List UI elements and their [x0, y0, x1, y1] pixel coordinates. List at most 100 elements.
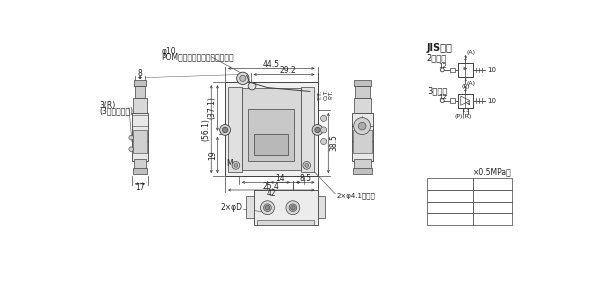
Bar: [246, 196, 254, 218]
Text: 29.2: 29.2: [280, 66, 296, 75]
Text: 3(R): 3(R): [100, 101, 116, 110]
Text: (A): (A): [466, 81, 475, 86]
Circle shape: [236, 72, 249, 85]
Text: 8.5: 8.5: [299, 174, 311, 183]
Circle shape: [290, 206, 295, 210]
Text: 25.4: 25.4: [263, 182, 280, 191]
Bar: [248, 109, 295, 161]
Bar: [242, 88, 301, 170]
Text: 10N: 10N: [484, 180, 501, 189]
Bar: [473, 213, 512, 225]
Circle shape: [260, 201, 274, 214]
Text: 1: 1: [461, 108, 465, 113]
Circle shape: [358, 122, 366, 130]
Text: JIS記号: JIS記号: [427, 43, 453, 52]
Text: 44.5: 44.5: [263, 60, 280, 69]
Circle shape: [223, 127, 228, 133]
Text: 10: 10: [487, 67, 496, 73]
Text: M₁: M₁: [226, 159, 236, 168]
Bar: [450, 98, 455, 103]
Text: φ10: φ10: [161, 47, 176, 56]
Text: ×0.5MPa時: ×0.5MPa時: [473, 168, 512, 177]
Bar: [353, 130, 372, 153]
Text: P.T.: P.T.: [443, 191, 457, 200]
Bar: [317, 196, 325, 218]
Bar: [228, 87, 242, 172]
Text: 10: 10: [487, 98, 496, 104]
Text: F.O.F.×: F.O.F.×: [436, 180, 464, 189]
Bar: [301, 87, 314, 172]
Text: 2: 2: [464, 56, 467, 61]
Text: (56.1): (56.1): [202, 118, 211, 141]
Circle shape: [220, 124, 230, 135]
Text: T.T.: T.T.: [443, 214, 457, 224]
Bar: [473, 202, 512, 213]
Text: (3ポートのみ): (3ポートのみ): [100, 106, 134, 115]
Text: POMローラまたは硬化鉰ローラ: POMローラまたは硬化鉰ローラ: [161, 52, 234, 61]
Bar: [352, 113, 373, 161]
Circle shape: [320, 138, 327, 145]
Circle shape: [440, 68, 444, 72]
Bar: [135, 86, 145, 98]
Circle shape: [312, 124, 323, 135]
Text: 14: 14: [275, 174, 285, 183]
Text: 12: 12: [439, 94, 447, 100]
Circle shape: [129, 147, 133, 152]
Text: (A): (A): [466, 50, 475, 56]
Circle shape: [234, 164, 238, 167]
Bar: [133, 130, 148, 153]
Bar: [132, 113, 148, 161]
Text: 17: 17: [135, 183, 145, 192]
Bar: [254, 190, 317, 225]
Circle shape: [263, 204, 271, 212]
Text: T.T.: T.T.: [318, 89, 323, 100]
Bar: [257, 220, 314, 225]
Text: 12: 12: [439, 63, 447, 69]
Bar: [134, 80, 146, 86]
Bar: [427, 202, 473, 213]
Bar: [355, 86, 370, 98]
Text: (P): (P): [461, 83, 470, 88]
Text: 8: 8: [137, 69, 142, 78]
Text: P.T.: P.T.: [329, 90, 334, 99]
Bar: [354, 98, 371, 113]
Bar: [133, 98, 146, 113]
Text: 2×φD: 2×φD: [220, 203, 242, 212]
Bar: [427, 178, 473, 190]
Circle shape: [129, 135, 133, 140]
Bar: [458, 63, 473, 77]
Bar: [473, 190, 512, 202]
Bar: [133, 168, 148, 174]
Bar: [353, 168, 372, 174]
Text: 2.3mm: 2.3mm: [478, 203, 507, 212]
Bar: [134, 159, 146, 170]
Circle shape: [248, 82, 256, 90]
Circle shape: [315, 127, 320, 133]
Circle shape: [232, 161, 240, 169]
Circle shape: [305, 164, 308, 167]
Circle shape: [265, 206, 270, 210]
Text: 19: 19: [208, 150, 217, 160]
Bar: [254, 134, 288, 154]
Bar: [450, 68, 455, 72]
Circle shape: [286, 201, 300, 214]
Text: 2: 2: [464, 87, 467, 92]
Bar: [355, 159, 371, 170]
Text: O.T.: O.T.: [323, 88, 328, 101]
Bar: [355, 80, 371, 86]
Text: (37.1): (37.1): [208, 97, 217, 119]
Circle shape: [320, 127, 327, 133]
Text: 42: 42: [266, 189, 276, 198]
Bar: [458, 94, 473, 108]
Circle shape: [289, 204, 297, 212]
Bar: [427, 190, 473, 202]
Text: (P)(R): (P)(R): [454, 114, 472, 119]
Text: 38.5: 38.5: [329, 135, 338, 152]
Circle shape: [320, 115, 327, 122]
Text: 2×φ4.1取付穴: 2×φ4.1取付穴: [337, 192, 376, 199]
Bar: [225, 82, 317, 176]
Bar: [427, 213, 473, 225]
Text: 1: 1: [464, 77, 467, 83]
Text: O.T.: O.T.: [442, 203, 458, 212]
Text: 3.2mm: 3.2mm: [478, 191, 507, 200]
